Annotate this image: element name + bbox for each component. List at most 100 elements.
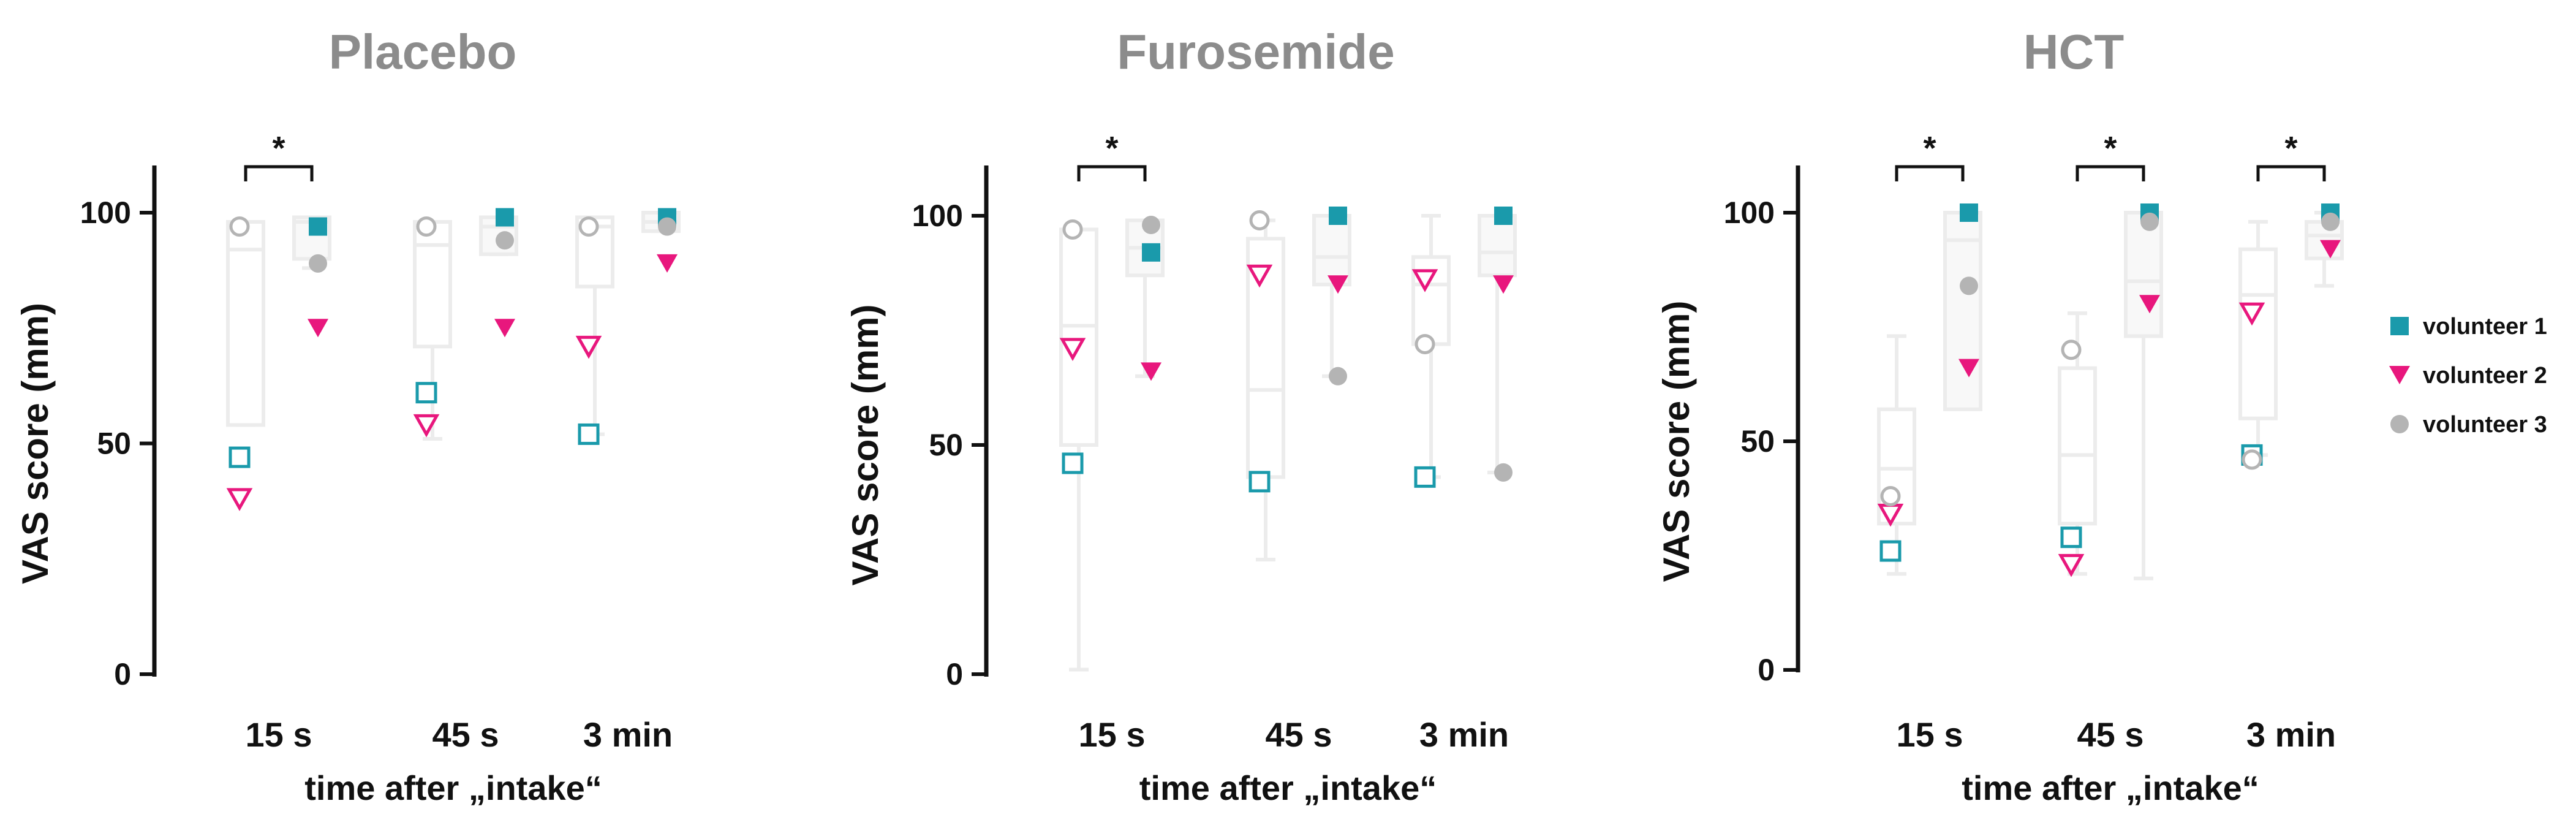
volunteer-3-before-point xyxy=(1415,333,1435,354)
volunteer-3-after-point xyxy=(1142,215,1160,234)
significance-star: * xyxy=(1105,130,1118,167)
box-after xyxy=(2124,211,2163,580)
volunteer-2-before-point xyxy=(1246,264,1273,288)
volunteer-3-before-point xyxy=(1062,219,1083,240)
volunteer-3-before-point xyxy=(2061,340,2082,360)
box-iqr xyxy=(413,220,452,349)
box-before xyxy=(1059,227,1098,672)
box-iqr xyxy=(1246,237,1285,479)
y-axis-label: VAS score (mm) xyxy=(15,303,56,584)
box-iqr xyxy=(1943,211,1982,411)
volunteer-3-after-point xyxy=(2321,212,2340,231)
bracket-line xyxy=(1077,165,1147,181)
y-tick-label: 50 xyxy=(929,428,963,462)
volunteer-3-after-point xyxy=(1494,463,1513,482)
x-tick-label: 3 min xyxy=(1419,715,1509,754)
significance-star: * xyxy=(272,130,285,167)
x-tick-label: 45 s xyxy=(1266,715,1332,754)
y-tick-label: 100 xyxy=(1724,196,1775,230)
y-tick-label: 100 xyxy=(80,196,131,230)
box-iqr xyxy=(1312,214,1351,287)
x-tick-label: 15 s xyxy=(246,715,312,754)
x-tick-label: 3 min xyxy=(583,715,673,754)
volunteer-1-after-point xyxy=(309,217,327,236)
volunteer-3-before-point xyxy=(578,216,599,237)
volunteer-3-before-point xyxy=(1249,210,1270,230)
significance-star: * xyxy=(2284,130,2297,167)
bracket-line xyxy=(1895,165,1965,181)
volunteer-2-before-point xyxy=(2058,553,2085,577)
volunteer-3-after-point xyxy=(1960,276,1978,295)
chart-panel-2: Furosemide 0 50 100 VAS score (mm) 15 s 45 s 3 … xyxy=(845,25,1517,807)
box-before xyxy=(1877,334,1916,576)
panel-title: HCT xyxy=(2023,25,2125,79)
box-iqr xyxy=(1059,227,1098,447)
volunteer-2-after-point xyxy=(2139,295,2160,314)
volunteer-2-before-point xyxy=(2238,302,2265,326)
legend-label: volunteer 2 xyxy=(2423,363,2547,389)
volunteer-2-after-point xyxy=(494,319,515,338)
volunteer-3-after-point xyxy=(496,231,514,250)
volunteer-1-before-point xyxy=(2060,526,2082,549)
significance-bracket: * xyxy=(1895,130,1965,181)
box-iqr xyxy=(226,220,265,427)
bracket-line xyxy=(2256,165,2326,181)
significance-bracket: * xyxy=(244,130,314,181)
volunteer-1-before-point xyxy=(1879,540,1902,562)
volunteer-1-after-point xyxy=(496,208,514,227)
x-tick-label: 15 s xyxy=(1079,715,1146,754)
x-axis-label: time after „intake“ xyxy=(304,769,602,807)
box-iqr xyxy=(2124,211,2163,338)
chart-panel-1: Placebo 0 50 100 VAS score (mm) 15 s 45 s 3 min… xyxy=(15,25,681,807)
volunteer-1-before-point xyxy=(578,423,600,445)
volunteer-2-after-point xyxy=(2320,240,2341,259)
volunteer-2-after-point xyxy=(1141,362,1161,381)
significance-bracket: * xyxy=(2256,130,2326,181)
x-tick-label: 15 s xyxy=(1897,715,1963,754)
y-tick-label: 0 xyxy=(1758,653,1775,687)
legend-marker-1 xyxy=(2390,317,2409,335)
x-tick-label: 45 s xyxy=(2077,715,2144,754)
y-tick-label: 50 xyxy=(97,427,131,461)
volunteer-1-after-point xyxy=(1329,207,1347,225)
volunteer-1-after-point xyxy=(1142,243,1160,262)
box-iqr xyxy=(2238,247,2278,420)
box-before xyxy=(226,220,265,427)
volunteer-3-after-point xyxy=(658,217,676,236)
volunteer-2-before-point xyxy=(575,335,602,359)
y-tick-label: 50 xyxy=(1740,424,1775,458)
box-after xyxy=(1943,211,1982,411)
chart-panel-3: HCT 0 50 100 VAS score (mm) 15 s 45 s 3 min time… xyxy=(1656,25,2344,807)
bracket-line xyxy=(244,165,314,181)
volunteer-3-after-point xyxy=(2140,212,2159,231)
box-after xyxy=(1312,214,1351,378)
volunteer-2-before-point xyxy=(413,414,440,438)
volunteer-2-before-point xyxy=(1411,269,1438,292)
volunteer-3-after-point xyxy=(309,254,327,273)
x-tick-label: 45 s xyxy=(432,715,499,754)
legend: volunteer 1 volunteer 2 volunteer 3 xyxy=(2389,314,2547,438)
panel-title: Placebo xyxy=(329,25,517,79)
box-before xyxy=(2238,219,2278,457)
volunteer-1-before-point xyxy=(1062,452,1084,474)
bracket-line xyxy=(2076,165,2145,181)
significance-bracket: * xyxy=(2076,130,2145,181)
volunteer-2-after-point xyxy=(657,254,678,273)
box-before xyxy=(413,220,452,441)
box-before xyxy=(575,215,614,436)
significance-star: * xyxy=(2104,130,2117,167)
legend-label: volunteer 3 xyxy=(2423,412,2547,438)
volunteer-1-before-point xyxy=(1248,471,1271,493)
significance-bracket: * xyxy=(1077,130,1147,181)
panel-title: Furosemide xyxy=(1117,25,1394,79)
x-tick-label: 3 min xyxy=(2246,715,2336,754)
volunteer-3-before-point xyxy=(2242,449,2262,470)
volunteer-2-after-point xyxy=(1328,275,1348,294)
volunteer-2-after-point xyxy=(1493,275,1514,294)
y-tick-label: 0 xyxy=(114,657,131,691)
volunteer-1-before-point xyxy=(229,446,251,468)
volunteer-1-after-point xyxy=(1494,207,1513,225)
volunteer-2-after-point xyxy=(1958,359,1979,378)
volunteer-1-before-point xyxy=(415,382,437,404)
